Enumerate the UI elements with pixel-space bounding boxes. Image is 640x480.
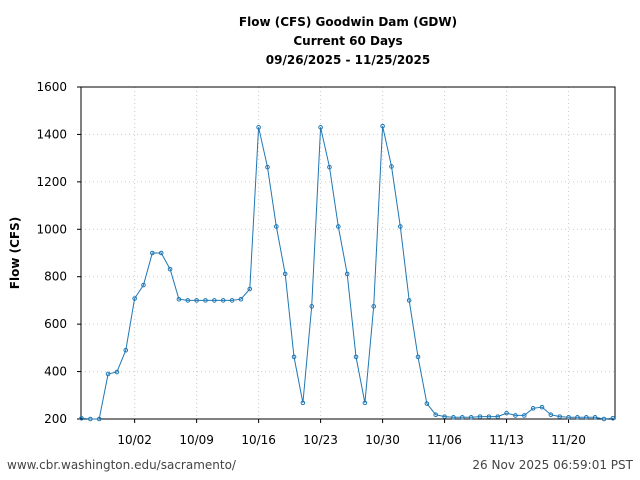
x-tick-label: 10/02 [117, 433, 152, 447]
data-point [504, 410, 509, 416]
data-point [442, 414, 447, 419]
data-point [220, 298, 226, 303]
data-point [566, 415, 571, 420]
data-point [601, 416, 607, 422]
data-point [167, 266, 173, 272]
x-axis: 10/02 10/09 10/16 10/23 10/30 11/06 11/13 11/20 [117, 419, 586, 447]
y-tick-label: 600 [44, 317, 67, 331]
y-axis-label: Flow (CFS) [8, 217, 22, 289]
source-url: www.cbr.washington.edu/sacramento/ [7, 458, 236, 472]
data-point [114, 369, 120, 375]
data-point [336, 224, 341, 229]
data-point [274, 224, 279, 229]
data-point [477, 414, 483, 419]
y-tick-label: 400 [44, 365, 67, 379]
data-point [459, 415, 465, 420]
data-point [521, 413, 527, 418]
data-point [265, 164, 270, 170]
data-point [344, 271, 350, 277]
data-point [592, 415, 598, 420]
data-point [185, 298, 191, 303]
y-tick-label: 1000 [36, 222, 67, 236]
data-point [96, 416, 102, 422]
data-point [389, 164, 394, 169]
data-point [194, 298, 199, 303]
x-tick-label: 10/23 [303, 433, 338, 447]
grid-lines [81, 87, 615, 419]
data-point [238, 296, 244, 302]
data-point [371, 304, 377, 309]
data-point [88, 416, 93, 422]
x-tick-label: 10/16 [241, 433, 276, 447]
data-point [282, 271, 288, 277]
data-point [327, 164, 332, 170]
generated-timestamp: 26 Nov 2025 06:59:01 PST [472, 458, 633, 472]
flow-series [79, 123, 616, 422]
data-point [132, 296, 137, 301]
plot-frame [80, 86, 616, 420]
data-point [176, 296, 182, 302]
data-point [380, 123, 385, 129]
y-axis: 200 400 600 800 1000 1200 1400 1600 [36, 80, 81, 426]
data-point [309, 304, 315, 309]
data-point [362, 400, 368, 406]
data-point [212, 298, 217, 303]
data-point [105, 371, 111, 377]
data-point [353, 354, 359, 360]
data-point [610, 415, 616, 421]
data-point [141, 282, 146, 288]
data-point [318, 125, 323, 130]
y-tick-label: 200 [44, 412, 67, 426]
data-point [433, 412, 439, 418]
data-point [406, 298, 412, 303]
x-tick-label: 10/09 [179, 433, 214, 447]
x-tick-label: 10/30 [365, 433, 400, 447]
data-point [557, 414, 563, 419]
data-point [203, 298, 208, 303]
data-point [300, 400, 306, 406]
data-point [247, 286, 253, 292]
data-point [415, 354, 421, 360]
y-tick-label: 1400 [36, 127, 67, 141]
chart-title-line2: Current 60 Days [293, 34, 403, 48]
data-point [451, 415, 456, 420]
x-tick-label: 11/06 [427, 433, 462, 447]
data-point [495, 414, 501, 419]
data-point [424, 401, 430, 406]
chart-title-line1: Flow (CFS) Goodwin Dam (GDW) [238, 15, 458, 29]
y-tick-label: 1600 [36, 80, 67, 94]
data-point [79, 415, 84, 421]
data-point [468, 415, 474, 420]
y-tick-label: 1200 [36, 175, 67, 189]
data-point [486, 414, 492, 419]
x-tick-label: 11/13 [489, 433, 524, 447]
data-point [256, 125, 261, 130]
y-tick-label: 800 [44, 270, 67, 284]
x-tick-label: 11/20 [551, 433, 586, 447]
data-point [229, 298, 235, 303]
data-point [513, 413, 518, 418]
data-point [398, 224, 403, 229]
data-point [583, 415, 589, 420]
data-point [291, 354, 297, 360]
data-point [548, 412, 554, 418]
data-point [158, 250, 164, 256]
data-point [575, 415, 580, 420]
data-point [539, 404, 545, 410]
chart-title-line3: 09/26/2025 - 11/25/2025 [265, 53, 431, 67]
data-point [123, 347, 129, 353]
data-point [530, 406, 536, 411]
data-point [150, 250, 155, 256]
